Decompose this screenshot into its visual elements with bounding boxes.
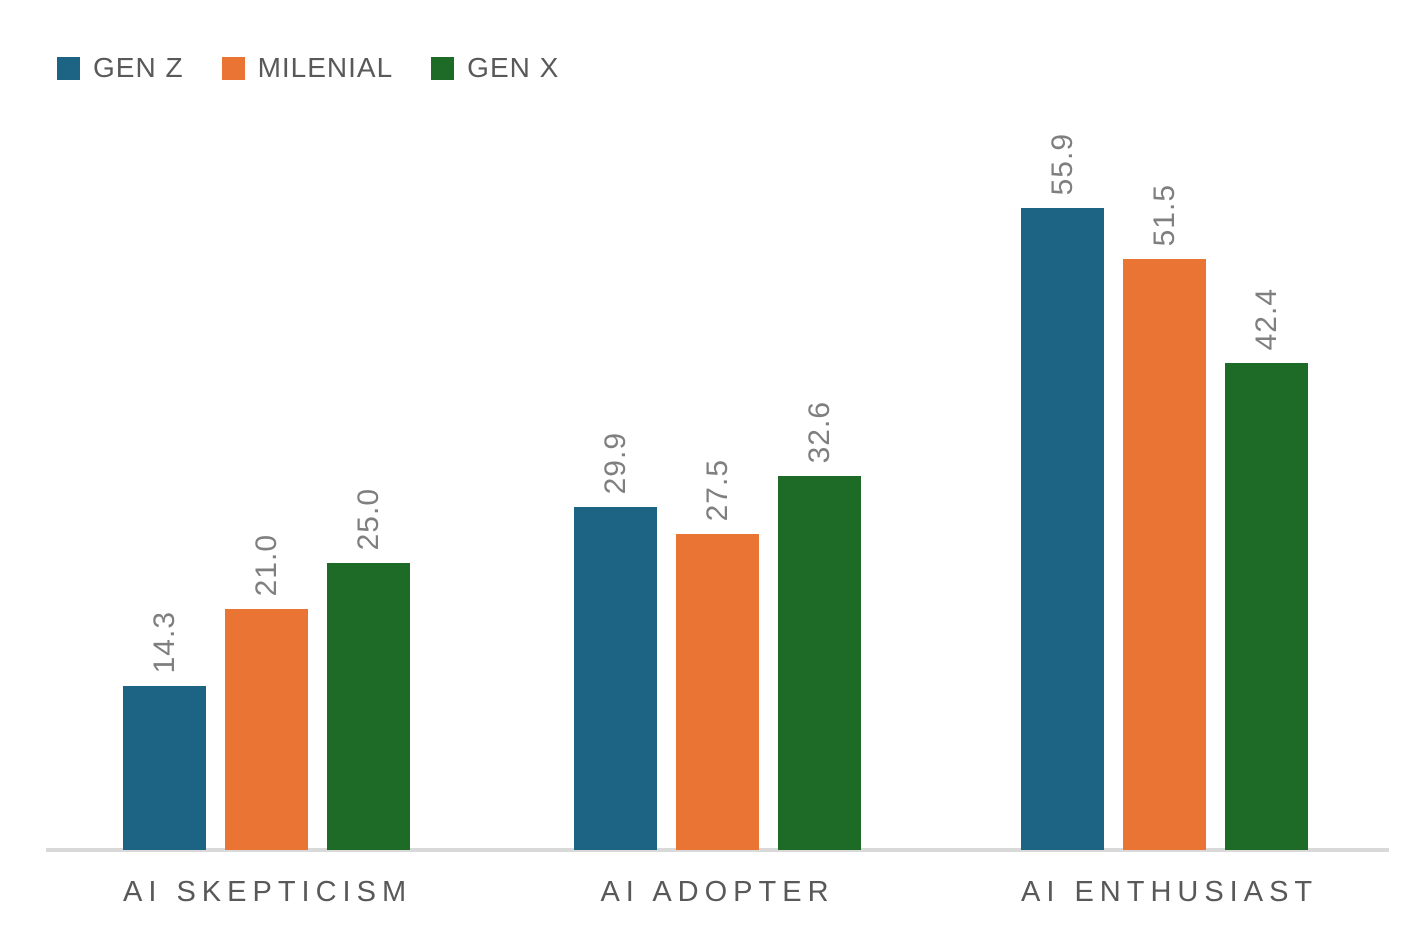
legend-label-gen-z: GEN Z xyxy=(93,52,184,83)
bar-gen-z: 55.9 xyxy=(1021,133,1104,850)
category-label-ai-enthusiast: AI ENTHUSIAST xyxy=(1021,876,1319,908)
data-label: 21.0 xyxy=(249,533,283,596)
legend-label-milenial: MILENIAL xyxy=(257,52,394,83)
data-label: 42.4 xyxy=(1249,287,1283,350)
data-label: 25.0 xyxy=(351,487,385,550)
legend: GEN Z MILENIAL GEN X xyxy=(57,52,559,84)
bar-gen-z: 29.9 xyxy=(574,432,657,850)
category-label-ai-adopter: AI ADOPTER xyxy=(600,876,835,908)
data-label: 55.9 xyxy=(1045,132,1079,195)
legend-item-gen-x: GEN X xyxy=(431,52,559,84)
data-label: 32.6 xyxy=(802,400,836,463)
data-label: 29.9 xyxy=(598,431,632,494)
data-label: 14.3 xyxy=(147,610,181,673)
legend-swatch-milenial xyxy=(221,56,245,80)
bar-group-ai-adopter: 29.9 27.5 32.6 xyxy=(574,401,861,850)
legend-item-gen-z: GEN Z xyxy=(57,52,184,84)
legend-item-milenial: MILENIAL xyxy=(221,52,394,84)
x-axis-line xyxy=(46,848,1389,852)
data-label: 51.5 xyxy=(1147,183,1181,246)
bar-gen-x: 42.4 xyxy=(1225,288,1308,850)
legend-label-gen-x: GEN X xyxy=(467,52,560,83)
legend-swatch-gen-z xyxy=(57,56,80,80)
bar-gen-x: 32.6 xyxy=(778,401,861,850)
bar-group-ai-enthusiast: 55.9 51.5 42.4 xyxy=(1021,133,1308,850)
data-label: 27.5 xyxy=(700,458,734,521)
bar-milenial: 27.5 xyxy=(676,459,759,850)
bar-milenial: 51.5 xyxy=(1123,184,1206,850)
bar-gen-x: 25.0 xyxy=(327,488,410,850)
bar-group-ai-skepticism: 14.3 21.0 25.0 xyxy=(123,488,410,850)
legend-swatch-gen-x xyxy=(431,56,455,80)
category-label-ai-skepticism: AI SKEPTICISM xyxy=(123,876,413,908)
bar-milenial: 21.0 xyxy=(225,534,308,850)
bar-gen-z: 14.3 xyxy=(123,611,206,850)
